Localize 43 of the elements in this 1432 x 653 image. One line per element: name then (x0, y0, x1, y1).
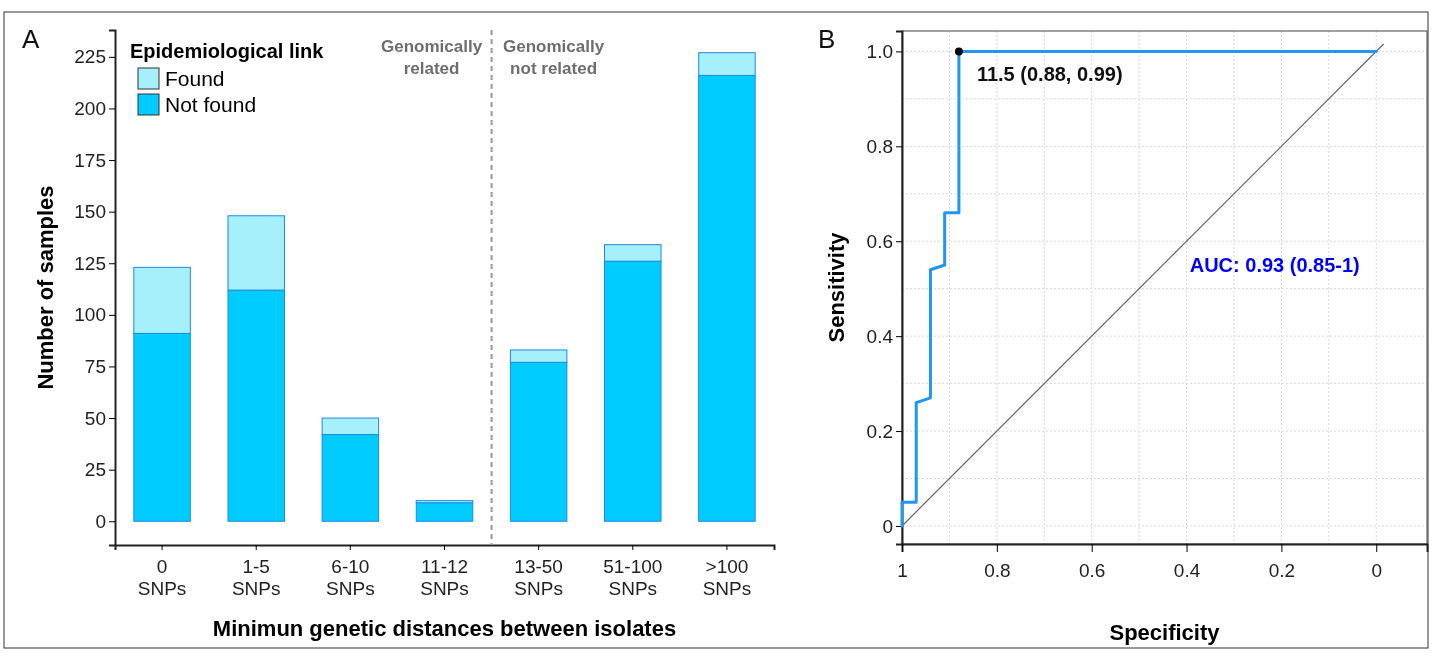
y-tick-label: 0.4 (866, 325, 894, 347)
x-tick-label: 13-50 SNPs (514, 555, 563, 599)
y-axis-title: Sensitivity (823, 231, 849, 343)
legend-label: Not found (165, 93, 257, 116)
annotation: AUC: 0.93 (0.85-1) (1189, 254, 1360, 277)
x-axis-title: Minimun genetic distances between isolates (212, 616, 677, 641)
chart-title: B (818, 24, 836, 54)
legend-title: Epidemiological link (130, 40, 325, 62)
x-axis-title: Specificity (1109, 620, 1221, 645)
y-tick-label: 50 (84, 407, 106, 429)
y-axis-title: Number of samples (32, 185, 58, 390)
x-tick-label: 0 (1371, 560, 1383, 582)
y-tick-label: 175 (74, 149, 106, 171)
x-tick-label: 1 (897, 560, 908, 582)
x-tick-label: 0.2 (1268, 560, 1296, 582)
y-tick-label: 100 (74, 304, 106, 326)
y-tick-label: 150 (74, 201, 106, 223)
chart-title: A (22, 24, 40, 54)
y-tick-label: 1.0 (866, 40, 893, 62)
y-tick-label: 0.8 (866, 135, 893, 157)
y-tick-label: 25 (84, 459, 106, 481)
x-tick-label: >100 SNPs (702, 555, 752, 599)
y-tick-label: 225 (74, 46, 106, 68)
x-tick-label: 0.8 (984, 560, 1011, 582)
annotation: Genomically related (381, 37, 483, 79)
x-tick-label: 51-100 SNPs (603, 555, 663, 599)
x-tick-label: 6-10 SNPs (326, 555, 375, 599)
x-tick-label: 0.6 (1078, 560, 1106, 582)
x-tick-label: 1-5 SNPs (231, 555, 281, 599)
annotation: Genomically not related (503, 37, 605, 79)
y-tick-label: 200 (74, 98, 106, 120)
y-tick-label: 75 (84, 356, 106, 378)
x-tick-label: 0.4 (1173, 560, 1201, 582)
bar (415, 502, 474, 522)
y-tick-label: 0 (882, 515, 893, 537)
y-tick-label: 0.6 (866, 230, 893, 252)
y-tick-label: 0.2 (866, 420, 893, 442)
annotation: 11.5 (0.88, 0.99) (976, 63, 1123, 86)
legend-label: Found (165, 67, 225, 90)
y-tick-label: 125 (74, 252, 106, 274)
x-tick-label: 0 SNPs (137, 555, 187, 599)
y-tick-label: 0 (95, 510, 106, 532)
x-tick-label: 11-12 SNPs (420, 555, 469, 599)
